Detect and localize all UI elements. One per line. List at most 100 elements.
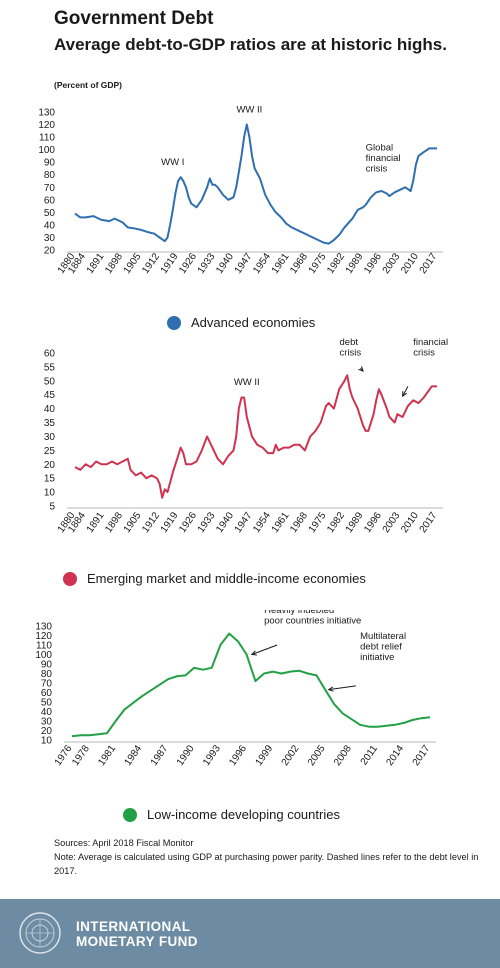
- y-tick-label: 60: [41, 688, 53, 699]
- y-tick-label: 30: [44, 432, 56, 443]
- x-tick-label: 1933: [196, 510, 218, 535]
- x-tick-label: 1912: [140, 510, 162, 535]
- emerging-economies-chart: 5 10 15 20 25 30 35 40 45 50 55 60 18801884189118981…: [44, 335, 448, 535]
- annotation-arrowhead: [250, 650, 257, 656]
- x-tick-label: 1891: [85, 251, 107, 276]
- annotation-label: Asianfinancialcrisis: [413, 335, 448, 359]
- annotation: WW II: [234, 377, 260, 388]
- y-tick-label: 40: [41, 707, 53, 718]
- y-tick-label: 10: [41, 736, 53, 747]
- x-tick-label: 1926: [177, 510, 199, 535]
- x-tick-label: 1940: [214, 251, 236, 276]
- x-tick-label: 1961: [270, 251, 292, 276]
- annotation-label: Multilateral debt relief initiative: [360, 631, 406, 663]
- annotation: WW II: [236, 104, 262, 115]
- x-tick-label: 2003: [381, 251, 403, 276]
- x-tick-label: 1987: [149, 743, 171, 768]
- x-tick-label: 1999: [254, 743, 276, 768]
- annotation-arrow-line: [328, 685, 356, 691]
- y-tick-label: 50: [44, 376, 56, 387]
- x-tick-label: 1926: [177, 251, 199, 276]
- annotation-arrowhead: [402, 391, 408, 398]
- annotation-label: 1980sdebtcrisis: [340, 335, 366, 359]
- imf-seal-icon: [19, 912, 61, 954]
- x-tick-label: 2010: [399, 251, 421, 276]
- x-tick-label: 1898: [103, 251, 125, 276]
- x-tick-label: 1978: [70, 743, 92, 768]
- advanced-economies-chart: 2030405060708090100110120130188018841891…: [38, 104, 443, 276]
- x-tick-label: 1982: [325, 510, 347, 535]
- annotation-label: WW II: [236, 104, 262, 115]
- annotation-arrow-line: [402, 386, 409, 397]
- y-tick-label: 80: [41, 669, 53, 680]
- unit-label: (Percent of GDP): [54, 80, 123, 90]
- legend-advanced: Advanced economies: [167, 315, 315, 330]
- legend-label-advanced: Advanced economies: [191, 315, 316, 330]
- x-tick-label: 2005: [306, 743, 328, 768]
- annotation-label: Global financial crisis: [366, 143, 401, 175]
- y-tick-label: 10: [44, 488, 56, 499]
- series-line: [71, 632, 431, 738]
- x-tick-labels: 1880188418911898190519121919192619331940…: [56, 251, 440, 276]
- y-tick-label: 5: [49, 502, 55, 513]
- y-tick-label: 100: [38, 145, 55, 156]
- x-tick-label: 1919: [159, 510, 181, 535]
- x-tick-label: 1919: [159, 251, 181, 276]
- y-tick-label: 60: [44, 195, 56, 206]
- x-tick-label: 1905: [122, 251, 144, 276]
- x-tick-label: 1968: [288, 251, 310, 276]
- page-subtitle: Average debt-to-GDP ratios are at histor…: [54, 35, 447, 54]
- y-tick-label: 80: [44, 170, 56, 181]
- x-tick-label: 1947: [233, 251, 255, 276]
- page-title: Government Debt: [54, 8, 214, 29]
- x-tick-label: 1968: [288, 510, 310, 535]
- x-tick-label: 1891: [85, 510, 107, 535]
- annotation: WW I: [161, 157, 184, 168]
- x-tick-label: 2010: [399, 510, 421, 535]
- x-tick-label: 1993: [201, 743, 223, 768]
- x-tick-label: 2017: [418, 251, 440, 276]
- y-tick-label: 70: [41, 679, 53, 690]
- x-tick-label: 1990: [175, 743, 197, 768]
- sources-text: Sources: April 2018 Fiscal Monitor: [54, 838, 194, 848]
- x-tick-label: 1989: [344, 251, 366, 276]
- x-tick-label: 1981: [96, 743, 118, 768]
- y-tick-label: 50: [41, 698, 53, 709]
- x-tick-label: 1996: [362, 251, 384, 276]
- x-tick-label: 1954: [251, 251, 273, 276]
- y-tick-label: 40: [44, 404, 56, 415]
- x-tick-label: 1996: [362, 510, 384, 535]
- annotation-arrow-line: [251, 644, 278, 655]
- x-tick-label: 1954: [251, 510, 273, 535]
- imf-line1: INTERNATIONAL: [76, 919, 191, 934]
- x-tick-label: 1940: [214, 510, 236, 535]
- y-tick-label: 25: [44, 446, 56, 457]
- imf-logo-text: INTERNATIONAL MONETARY FUND: [76, 919, 198, 949]
- annotation-arrowhead: [327, 686, 334, 692]
- y-tick-label: 20: [44, 246, 56, 257]
- x-tick-label: 1975: [307, 510, 329, 535]
- y-tick-label: 45: [44, 390, 56, 401]
- annotation: Asianfinancialcrisis: [402, 335, 448, 398]
- x-tick-label: 2014: [384, 743, 406, 768]
- x-tick-label: 2003: [381, 510, 403, 535]
- y-tick-label: 130: [38, 108, 55, 119]
- y-tick-label: 50: [44, 208, 56, 219]
- annotation: Global financial crisis: [366, 143, 401, 175]
- annotation: 1980sdebtcrisis: [340, 335, 366, 372]
- x-tick-label: 2017: [411, 743, 433, 768]
- y-tick-label: 30: [44, 233, 56, 244]
- x-tick-label: 1961: [270, 510, 292, 535]
- notes: Sources: April 2018 Fiscal Monitor Note:…: [54, 836, 494, 878]
- x-tick-label: 1905: [122, 510, 144, 535]
- y-tick-label: 15: [44, 474, 56, 485]
- y-tick-label: 90: [41, 660, 53, 671]
- x-tick-label: 1984: [123, 743, 145, 768]
- y-tick-label: 130: [35, 622, 52, 633]
- imf-line2: MONETARY FUND: [76, 934, 198, 949]
- y-tick-label: 90: [44, 158, 56, 169]
- legend-label-emerging: Emerging market and middle-income econom…: [87, 571, 366, 586]
- y-tick-label: 35: [44, 418, 56, 429]
